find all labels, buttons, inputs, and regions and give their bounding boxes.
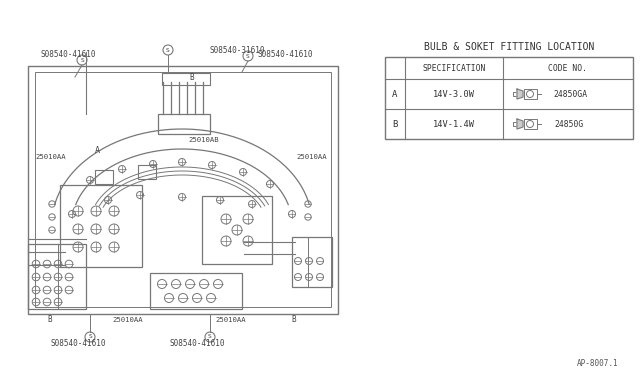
Text: S: S [88, 334, 92, 340]
Text: 14V-3.0W: 14V-3.0W [433, 90, 475, 99]
Text: S08540-41610: S08540-41610 [170, 340, 225, 349]
Text: 14V-1.4W: 14V-1.4W [433, 119, 475, 128]
Text: A: A [392, 90, 397, 99]
Text: 25010AB: 25010AB [188, 137, 219, 143]
Bar [385, 57, 633, 139]
Bar [28, 244, 58, 309]
Polygon shape [517, 89, 523, 99]
Bar [150, 273, 242, 309]
Bar [524, 119, 537, 129]
Text: 25010AA: 25010AA [112, 317, 143, 323]
Text: S08540-41610: S08540-41610 [50, 340, 106, 349]
Text: SPECIFICATION: SPECIFICATION [422, 64, 486, 73]
Text: S: S [166, 48, 170, 52]
Bar [28, 66, 338, 314]
Text: 24850GA: 24850GA [554, 90, 588, 99]
Bar [513, 122, 517, 126]
Text: B: B [48, 315, 52, 324]
Text: S08540-41610: S08540-41610 [258, 49, 314, 58]
Text: S: S [80, 58, 84, 62]
Bar [202, 196, 272, 264]
Text: 25010AA: 25010AA [215, 317, 246, 323]
Polygon shape [517, 119, 523, 129]
Bar [292, 237, 332, 287]
Bar [95, 170, 113, 184]
Text: BULB & SOKET FITTING LOCATION: BULB & SOKET FITTING LOCATION [424, 42, 594, 52]
Text: A: A [95, 145, 99, 154]
Text: S: S [208, 334, 212, 340]
Bar [158, 114, 210, 134]
Text: S08540-31610: S08540-31610 [210, 45, 266, 55]
Bar [513, 92, 517, 96]
Bar [28, 244, 86, 309]
Text: 24850G: 24850G [554, 119, 584, 128]
Bar [524, 89, 537, 99]
Text: B: B [292, 315, 296, 324]
Text: S: S [246, 54, 250, 58]
Text: 25010AA: 25010AA [35, 154, 66, 160]
Bar [162, 73, 210, 85]
Text: 25010AA: 25010AA [296, 154, 326, 160]
Bar [308, 237, 332, 287]
Bar [60, 185, 142, 267]
Text: CODE NO.: CODE NO. [548, 64, 588, 73]
Bar [138, 165, 156, 179]
Text: AP-8007.1: AP-8007.1 [577, 359, 618, 369]
Text: B: B [392, 119, 397, 128]
Text: B: B [189, 73, 195, 81]
Text: S08540-41610: S08540-41610 [40, 49, 95, 58]
Bar [35, 72, 331, 307]
